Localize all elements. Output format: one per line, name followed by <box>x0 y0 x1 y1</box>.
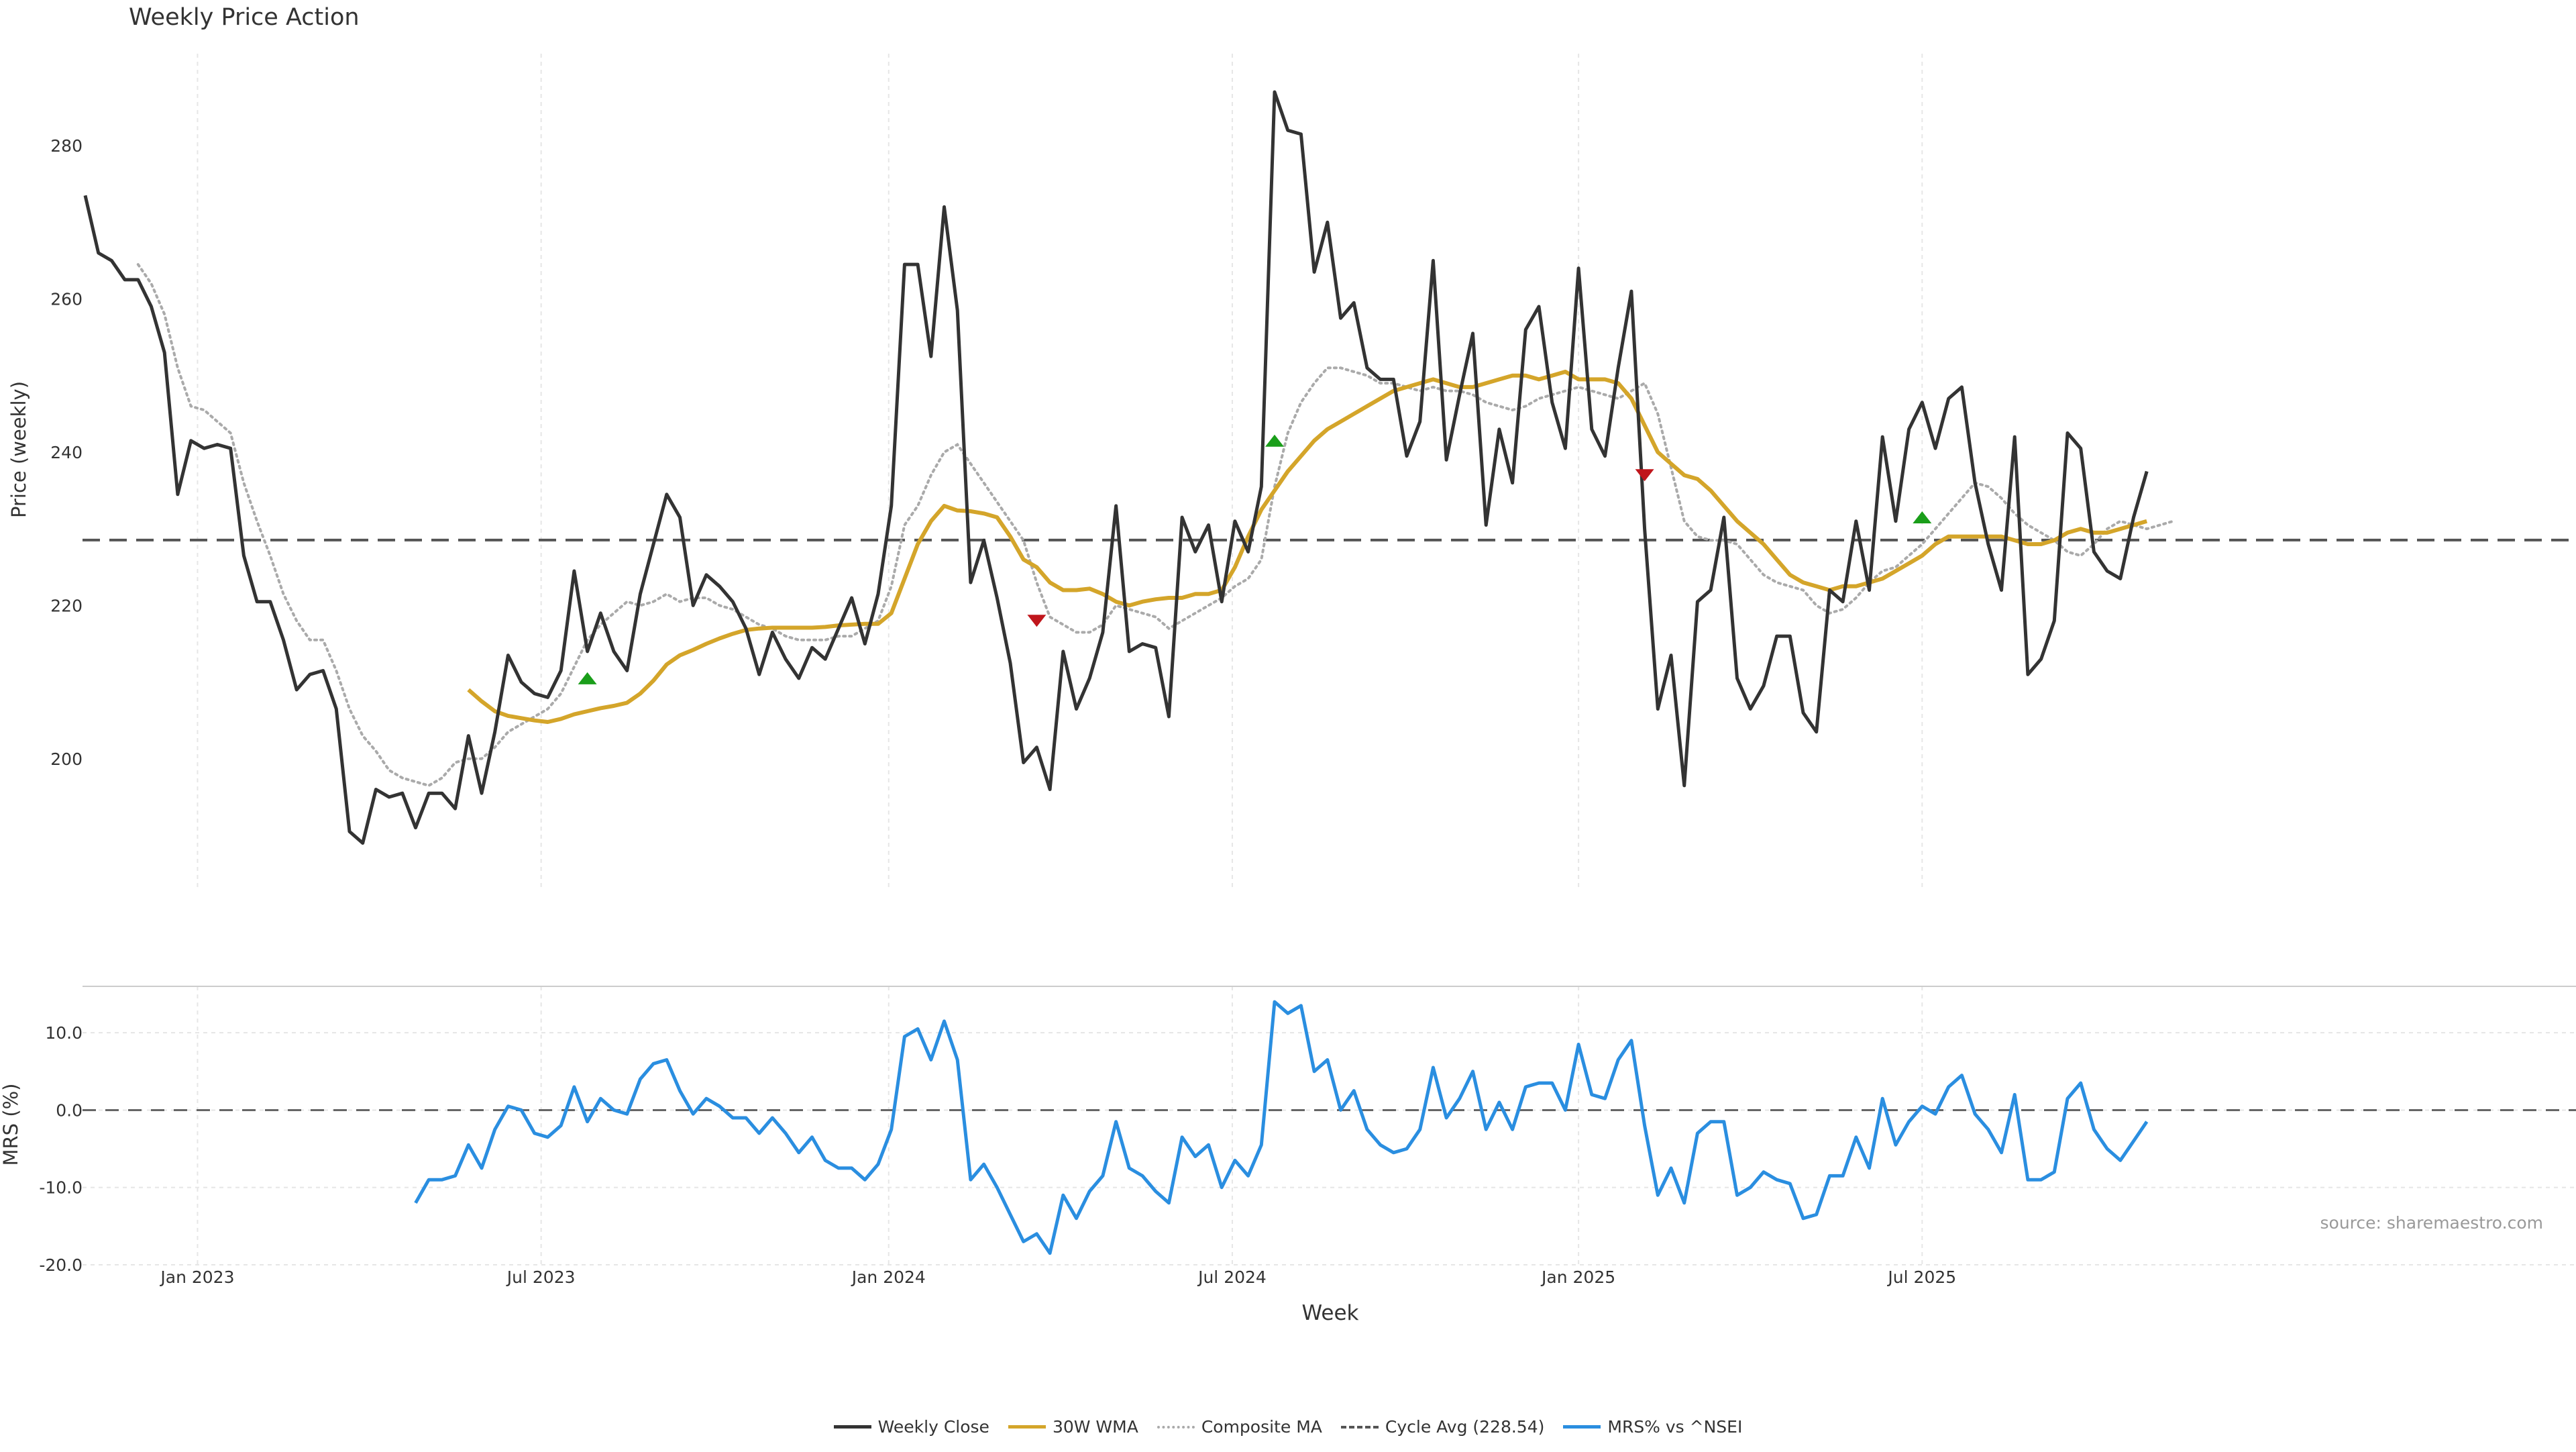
source-watermark: source: sharemaestro.com <box>2320 1213 2544 1233</box>
legend-label: Composite MA <box>1201 1417 1322 1437</box>
series-layer <box>83 90 2576 1255</box>
legend-swatch-wma <box>1008 1425 1046 1429</box>
price-y-tick-label: 260 <box>50 290 83 309</box>
x-tick-label: Jan 2023 <box>159 1267 234 1287</box>
legend-item-composite-ma: Composite MA <box>1157 1417 1322 1437</box>
x-axis-label: Week <box>1302 1301 1359 1325</box>
legend-swatch-composite-ma <box>1157 1425 1195 1429</box>
weekly-close-line <box>83 90 2149 845</box>
legend-swatch-mrs <box>1563 1425 1601 1429</box>
buy-signal-marker <box>1265 434 1284 447</box>
legend-item-cycle-avg: Cycle Avg (228.54) <box>1340 1417 1545 1437</box>
x-tick-label: Jul 2025 <box>1886 1267 1956 1287</box>
price-y-tick-label: 280 <box>50 136 83 156</box>
legend-item-mrs: MRS% vs ^NSEI <box>1563 1417 1742 1437</box>
price-y-tick-label: 220 <box>50 596 83 615</box>
composite-ma-line <box>136 263 2175 787</box>
legend-swatch-cycle-avg <box>1340 1425 1379 1429</box>
x-tick-label: Jan 2024 <box>851 1267 926 1287</box>
sell-signal-marker <box>1027 615 1046 627</box>
x-tick-label: Jul 2024 <box>1197 1267 1267 1287</box>
price-y-tick-label: 240 <box>50 443 83 462</box>
legend-label: Cycle Avg (228.54) <box>1385 1417 1545 1437</box>
axis-layer: Jan 2023 Jul 2023 Jan 2024 Jul 2024 Jan 2025… <box>39 136 1956 1287</box>
x-tick-label: Jul 2023 <box>506 1267 576 1287</box>
mrs-y-tick-label: 0.0 <box>56 1100 83 1120</box>
legend-item-weekly-close: Weekly Close <box>833 1417 989 1437</box>
mrs-y-tick-label: 10.0 <box>45 1023 83 1043</box>
mrs-line <box>414 1000 2149 1255</box>
legend-label: 30W WMA <box>1052 1417 1138 1437</box>
buy-signal-marker <box>578 672 597 684</box>
legend-label: Weekly Close <box>877 1417 989 1437</box>
legend-item-wma: 30W WMA <box>1008 1417 1138 1437</box>
grid-layer <box>83 54 2576 1265</box>
mrs-y-axis-label: MRS (%) <box>0 1084 22 1166</box>
signal-markers <box>578 434 1932 684</box>
legend-label: MRS% vs ^NSEI <box>1607 1417 1743 1437</box>
sell-signal-marker <box>1635 469 1654 482</box>
legend-swatch-weekly-close <box>833 1425 871 1429</box>
price-y-axis-label: Price (weekly) <box>7 381 30 518</box>
chart-legend: Weekly Close 30W WMA Composite MA Cycle … <box>0 1417 2576 1437</box>
wma-30w-line <box>467 370 2148 724</box>
chart-title: Weekly Price Action <box>129 4 360 31</box>
price-y-tick-label: 200 <box>50 749 83 769</box>
mrs-y-tick-label: -20.0 <box>39 1255 83 1275</box>
buy-signal-marker <box>1913 511 1932 524</box>
x-tick-label: Jan 2025 <box>1540 1267 1615 1287</box>
mrs-y-tick-label: -10.0 <box>39 1178 83 1198</box>
